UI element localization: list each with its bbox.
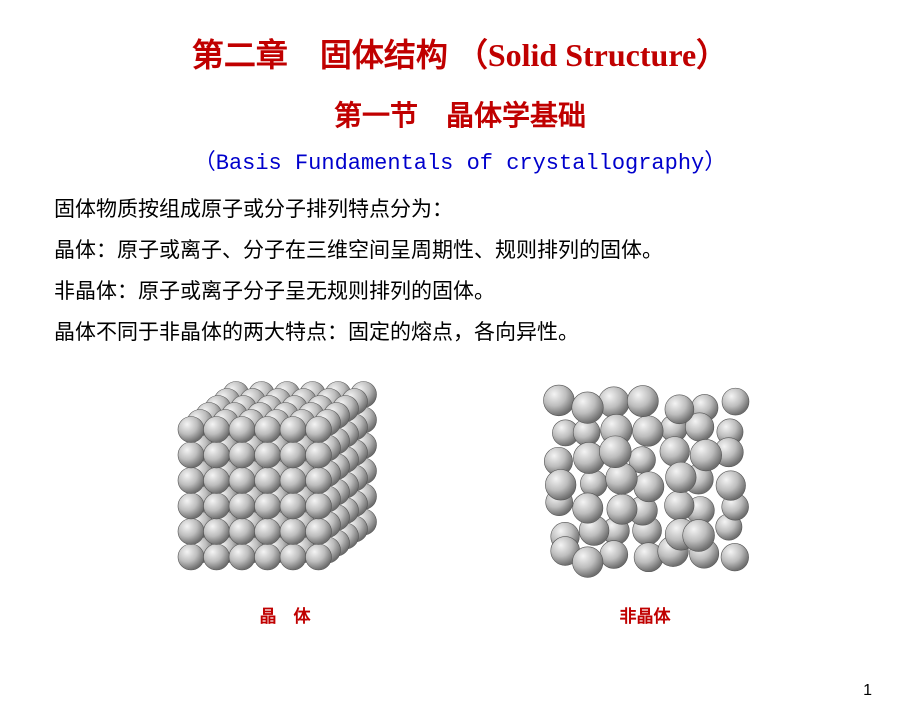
section-subtitle: （Basis Fundamentals of crystallography） <box>0 144 920 176</box>
figure-amorphous: 非晶体 <box>535 379 755 627</box>
figures-row: 晶 体 非晶体 <box>0 379 920 627</box>
page-number: 1 <box>863 682 872 700</box>
crystal-diagram <box>165 379 405 579</box>
body-line: 固体物质按组成原子或分子排列特点分为： <box>54 190 890 229</box>
chapter-title-en: （Solid Structure） <box>456 37 728 73</box>
figure-crystal: 晶 体 <box>165 379 405 627</box>
amorphous-diagram <box>535 379 755 579</box>
section-title: 第一节 晶体学基础 <box>0 94 920 134</box>
amorphous-label: 非晶体 <box>535 602 755 627</box>
crystal-label: 晶 体 <box>165 602 405 627</box>
body-text: 固体物质按组成原子或分子排列特点分为： 晶体：原子或离子、分子在三维空间呈周期性… <box>54 190 890 351</box>
body-line: 晶体：原子或离子、分子在三维空间呈周期性、规则排列的固体。 <box>54 231 890 270</box>
chapter-title-cn: 第二章 固体结构 <box>192 37 448 73</box>
body-line: 非晶体：原子或离子分子呈无规则排列的固体。 <box>54 272 890 311</box>
body-line: 晶体不同于非晶体的两大特点：固定的熔点，各向异性。 <box>54 313 890 352</box>
chapter-title: 第二章 固体结构 （Solid Structure） <box>0 30 920 76</box>
